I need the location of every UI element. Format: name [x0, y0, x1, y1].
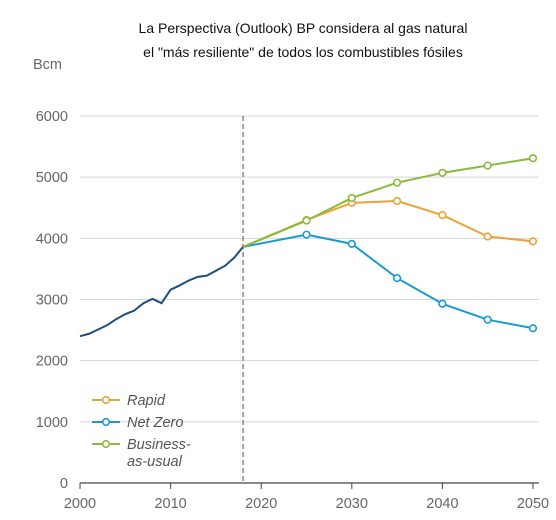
x-tick-label-2000: 2000 — [64, 496, 96, 512]
legend: Rapid Net Zero Business-as-usual — [92, 393, 191, 470]
x-tick-label-2050: 2050 — [517, 496, 549, 512]
legend-marker-rapid — [101, 395, 111, 405]
point-business-as-usual-2030 — [347, 193, 356, 203]
legend-label-business-as-usual-1: Business- — [127, 437, 191, 453]
x-tick-label-2010: 2010 — [154, 496, 186, 512]
point-business-as-usual-2040 — [438, 168, 447, 177]
x-axis: 2000 2010 2020 2030 2040 2050 — [64, 483, 549, 512]
point-business-as-usual-2045 — [483, 161, 492, 170]
x-tick-label-2030: 2030 — [336, 496, 368, 512]
point-net-zero-2045 — [483, 315, 492, 324]
y-tick-label-1000: 1000 — [36, 415, 68, 431]
point-net-zero-2035 — [393, 273, 402, 283]
point-net-zero-2025 — [302, 230, 311, 239]
y-axis: 0 1000 2000 3000 4000 5000 6000 — [36, 109, 68, 492]
x-tick-label-2040: 2040 — [426, 496, 458, 512]
y-tick-label-6000: 6000 — [36, 109, 68, 125]
chart-title-line-2: el "más resiliente" de todos los combust… — [143, 44, 463, 60]
legend-marker-net-zero — [101, 417, 111, 427]
chart-title-line-1: La Perspectiva (Outlook) BP considera al… — [138, 20, 468, 36]
chart-title: La Perspectiva (Outlook) BP considera al… — [0, 16, 556, 64]
legend-label-net-zero: Net Zero — [127, 415, 183, 431]
point-net-zero-2040 — [438, 299, 447, 308]
y-tick-label-5000: 5000 — [36, 170, 68, 186]
grid-lines — [80, 115, 539, 484]
legend-label-rapid: Rapid — [127, 393, 166, 409]
historical-line — [79, 246, 244, 338]
series-markers — [302, 154, 538, 333]
legend-marker-business-as-usual — [101, 439, 111, 449]
point-net-zero-2030 — [347, 239, 356, 248]
y-tick-label-0: 0 — [60, 476, 68, 492]
x-tick-label-2020: 2020 — [245, 496, 277, 512]
series-lines — [79, 157, 534, 338]
point-net-zero-2050 — [528, 324, 538, 333]
y-tick-label-4000: 4000 — [36, 231, 68, 247]
point-rapid-2035 — [393, 196, 402, 206]
point-rapid-2050 — [528, 237, 538, 246]
point-business-as-usual-2025 — [302, 216, 311, 225]
point-rapid-2045 — [483, 232, 492, 241]
legend-label-business-as-usual-2: as-usual — [127, 454, 183, 470]
y-tick-label-2000: 2000 — [36, 354, 68, 370]
point-rapid-2040 — [438, 210, 447, 220]
point-business-as-usual-2050 — [528, 154, 538, 163]
y-axis-label: Bcm — [33, 57, 62, 73]
series-line-net-zero — [242, 233, 534, 330]
y-tick-label-3000: 3000 — [36, 293, 68, 309]
point-business-as-usual-2035 — [393, 178, 402, 187]
